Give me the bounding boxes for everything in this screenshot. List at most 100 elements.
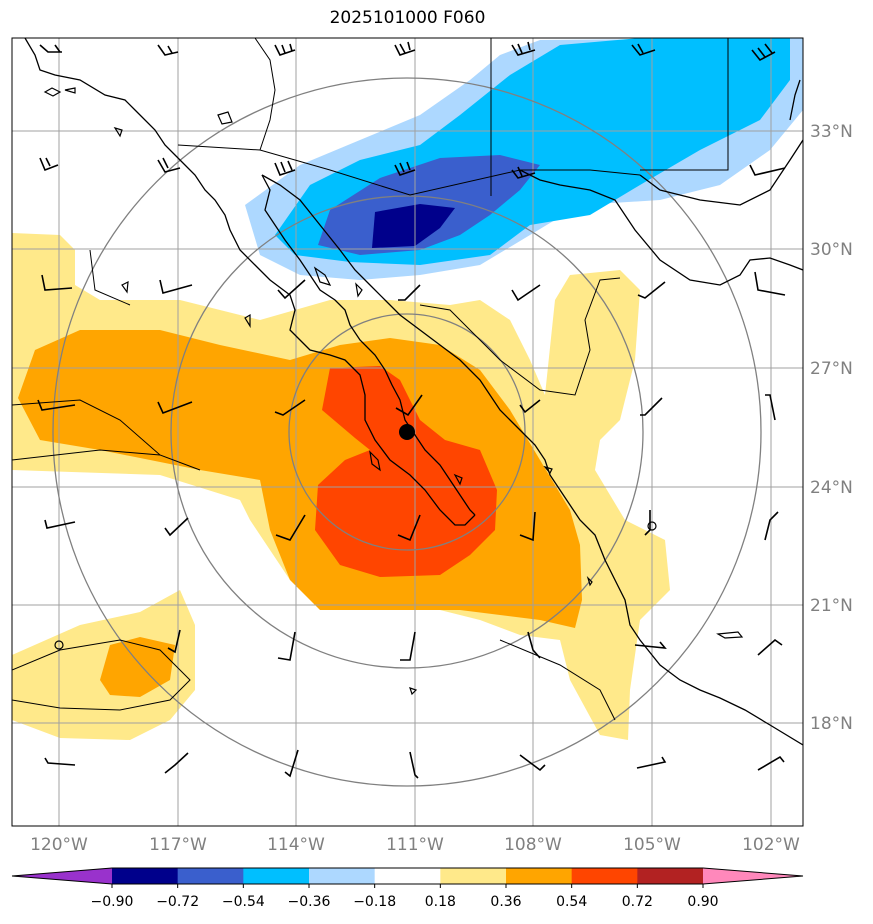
colorbar-segment (243, 868, 310, 884)
wind-barb (164, 517, 189, 537)
colorbar-segment (177, 868, 244, 884)
island-16 (647, 521, 657, 531)
contour-pos-1b (12, 590, 195, 740)
wind-barb (519, 754, 546, 772)
island-1 (43, 87, 62, 97)
range-ring-outer (52, 77, 762, 787)
lon-label-105: 105°W (623, 835, 681, 855)
wind-barb (394, 41, 416, 56)
colorbar-segment (440, 868, 507, 884)
border-inner-baja (89, 249, 131, 306)
island-8 (355, 282, 363, 298)
range-ring-middle (170, 195, 644, 669)
wind-barb (395, 394, 423, 417)
lon-label-117: 117°W (149, 835, 207, 855)
wind-barb (519, 511, 536, 542)
wind-barb (397, 514, 421, 542)
wind-barb (274, 43, 296, 56)
border-mex-states-4 (499, 639, 616, 721)
colorbar-extend-max (703, 868, 803, 884)
wind-barbs (37, 41, 786, 779)
island-4 (113, 126, 123, 138)
coastline-texas (639, 139, 803, 206)
colorbar-tick-label: 0.36 (490, 894, 521, 910)
wind-barb (519, 399, 541, 414)
wind-barb (751, 43, 776, 62)
colorbar-tick-label: 0.72 (622, 894, 653, 910)
wind-barb (765, 394, 776, 421)
island-3 (217, 111, 233, 125)
lat-label-30: 30°N (810, 240, 853, 260)
contour-field (12, 38, 803, 740)
border-state-nm-tx (640, 38, 729, 171)
coastline-pacific (24, 38, 476, 526)
wind-barb (398, 284, 421, 301)
wind-barb (167, 629, 181, 654)
wind-barb (527, 631, 541, 659)
wind-barb (511, 166, 536, 179)
islands (43, 87, 744, 696)
wind-barb (277, 279, 306, 300)
island-13 (716, 631, 744, 639)
lat-label-18: 18°N (810, 714, 853, 734)
wind-barb (44, 519, 76, 529)
colorbar-tick-label: 0.90 (687, 894, 718, 910)
lon-label-102: 102°W (742, 835, 800, 855)
colorbar: −0.90 −0.72 −0.54 −0.36 −0.18 0.18 0.36 0.54 0.7… (11, 867, 804, 910)
colorbar-segment (374, 868, 441, 884)
wind-barb (634, 641, 667, 649)
wind-barb (764, 511, 779, 541)
border-mex-states (419, 277, 621, 396)
range-rings (52, 77, 762, 787)
wind-barb (631, 43, 656, 56)
lon-label-114: 114°W (267, 835, 325, 855)
island-5 (121, 280, 129, 294)
coastline-east-small (789, 79, 801, 121)
storm-center-marker (399, 424, 415, 440)
wind-barb (757, 755, 785, 771)
colorbar-tick-label: −0.90 (91, 894, 134, 910)
wind-barb (39, 157, 59, 172)
colorbar-tick-label: −0.72 (156, 894, 199, 910)
wind-barb (274, 160, 296, 176)
colorbar-segment (112, 868, 179, 884)
political-borders (12, 38, 729, 721)
island-15 (54, 640, 64, 650)
wind-barb (511, 41, 536, 56)
map-title: 2025101000 F060 (329, 8, 486, 28)
island-12 (586, 575, 593, 587)
border-mex-states-5 (12, 449, 161, 461)
wind-barb (511, 284, 541, 302)
colorbar-segment (571, 868, 638, 884)
wind-barb (157, 44, 179, 56)
island-6 (244, 313, 251, 329)
colorbar-extend-min (12, 868, 112, 884)
range-ring-inner (288, 313, 526, 551)
island-14 (409, 687, 418, 696)
wind-barb (640, 397, 663, 416)
wind-barb (277, 631, 296, 661)
wind-barb (41, 274, 73, 291)
wind-barb (284, 749, 299, 778)
colorbar-tick-label: −0.54 (222, 894, 265, 910)
wind-barb (400, 631, 416, 661)
contour-neg-4 (372, 204, 455, 248)
colorbar-tick-label: −0.18 (353, 894, 396, 910)
wind-barb (754, 271, 786, 296)
border-state-ca (254, 38, 276, 151)
wind-barb (157, 401, 193, 415)
wind-barb (44, 757, 76, 766)
wind-barb (164, 752, 189, 774)
wind-barb (749, 164, 786, 176)
coastlines (24, 38, 803, 746)
wind-barb (159, 279, 193, 294)
coastline-gulf-west (261, 174, 476, 516)
map-plot-area (12, 38, 803, 826)
wind-barb (409, 751, 419, 779)
wind-barb (39, 44, 62, 53)
colorbar-segment (309, 868, 376, 884)
colorbar-tick-label: −0.36 (288, 894, 331, 910)
colorbar-segment (637, 868, 704, 884)
lon-label-120: 120°W (30, 835, 88, 855)
